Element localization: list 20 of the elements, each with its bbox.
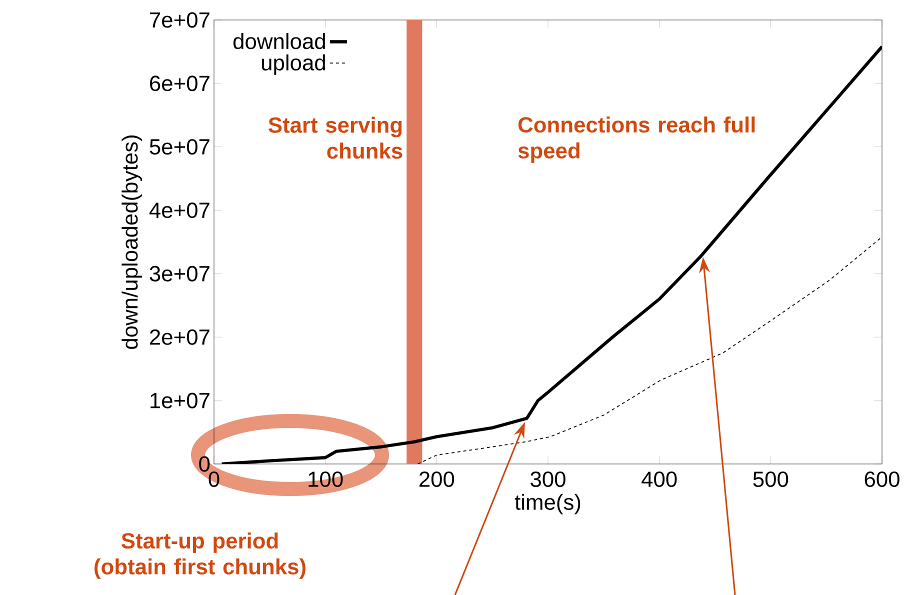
- x-tick-label: 300: [530, 471, 566, 488]
- legend-label: upload: [262, 54, 325, 75]
- legend-label: download: [233, 33, 325, 50]
- y-tick-label: 7e+07: [150, 12, 210, 28]
- x-tick-label: 600: [864, 471, 900, 488]
- y-tick-label: 0: [199, 456, 210, 472]
- y-tick-label: 3e+07: [150, 266, 210, 282]
- x-tick-label: 200: [420, 471, 454, 488]
- y-tick-label: 5e+07: [150, 139, 210, 155]
- text: Start-up period (obtain first chunks): [94, 532, 306, 579]
- y-tick-label: 6e+07: [150, 76, 210, 92]
- x-axis-title: time(s): [514, 494, 580, 514]
- band-label: Start serving chunks: [268, 116, 402, 159]
- y-tick-label: 1e+07: [150, 392, 210, 408]
- x-tick-label: 400: [642, 471, 677, 488]
- y-tick-label: 2e+07: [150, 329, 210, 345]
- y-tick-label: 4e+07: [149, 202, 210, 218]
- y-axis-title: down/uploaded(bytes): [122, 136, 142, 349]
- x-tick-label: 500: [753, 471, 788, 488]
- annotation: Connections reach full speed: [518, 116, 755, 163]
